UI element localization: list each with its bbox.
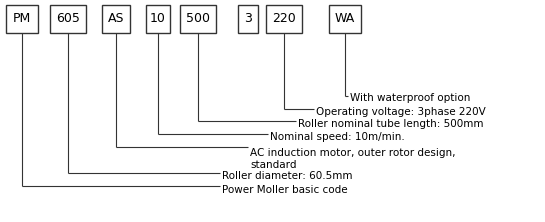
FancyBboxPatch shape: [6, 5, 38, 33]
Text: With waterproof option: With waterproof option: [350, 93, 470, 103]
Text: PM: PM: [13, 12, 31, 26]
Text: 500: 500: [186, 12, 210, 26]
FancyBboxPatch shape: [180, 5, 216, 33]
FancyBboxPatch shape: [146, 5, 170, 33]
Text: 605: 605: [56, 12, 80, 26]
FancyBboxPatch shape: [102, 5, 130, 33]
Text: Roller nominal tube length: 500mm: Roller nominal tube length: 500mm: [298, 119, 483, 129]
FancyBboxPatch shape: [329, 5, 361, 33]
Text: 10: 10: [150, 12, 166, 26]
Text: 220: 220: [272, 12, 296, 26]
Text: AC induction motor, outer rotor design,
standard: AC induction motor, outer rotor design, …: [250, 148, 456, 170]
Text: 3: 3: [244, 12, 252, 26]
Text: Roller diameter: 60.5mm: Roller diameter: 60.5mm: [222, 171, 353, 181]
Text: AS: AS: [108, 12, 124, 26]
FancyBboxPatch shape: [238, 5, 258, 33]
Text: WA: WA: [335, 12, 355, 26]
Text: Nominal speed: 10m/min.: Nominal speed: 10m/min.: [270, 132, 405, 142]
Text: Power Moller basic code: Power Moller basic code: [222, 185, 348, 195]
Text: Operating voltage: 3phase 220V: Operating voltage: 3phase 220V: [316, 107, 486, 117]
FancyBboxPatch shape: [266, 5, 302, 33]
FancyBboxPatch shape: [50, 5, 86, 33]
